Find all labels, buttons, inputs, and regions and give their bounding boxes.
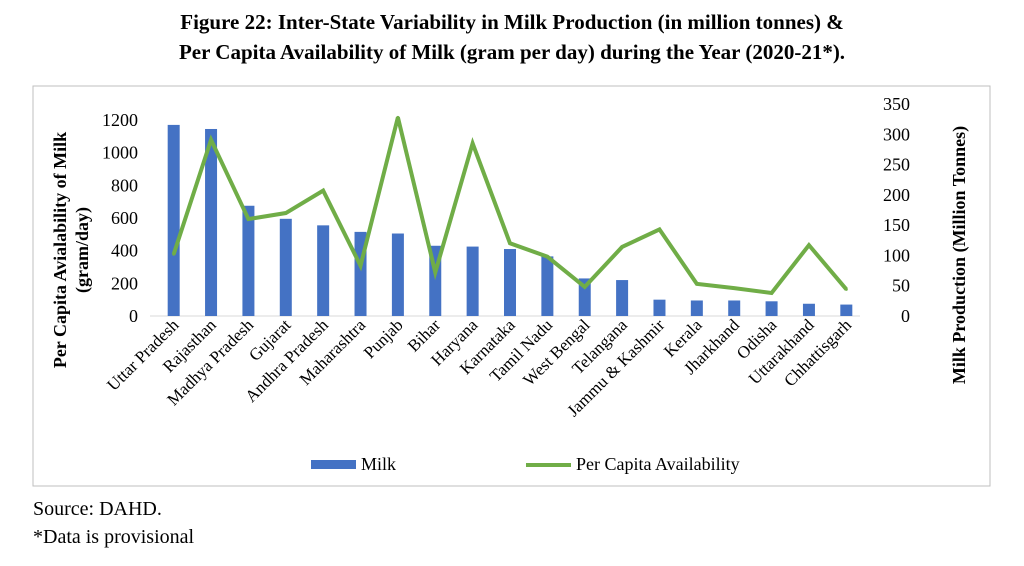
y-left-axis-label-line-1: Per Capita Avialability of Milk: [50, 132, 70, 368]
y-right-tick-label: 0: [901, 306, 910, 326]
point-uttarakhand: [807, 243, 811, 247]
y-right-tick-label: 350: [883, 94, 910, 114]
bar-jharkhand: [728, 300, 741, 316]
bar-jammu-kashmir: [653, 299, 666, 316]
bar-tamil-nadu: [541, 256, 554, 316]
bar-kerala: [690, 300, 703, 316]
bar-madhya-pradesh: [242, 205, 255, 316]
bar-uttar-pradesh: [167, 124, 180, 317]
bar-karnataka: [504, 249, 516, 316]
source-note: Source: DAHD.: [33, 498, 162, 520]
point-madhya-pradesh: [246, 217, 250, 221]
chart-border: [32, 85, 991, 487]
chart-area: 0 200 400 600 800 1000 1200 0 50 100 150 200 250 300…: [32, 85, 991, 487]
y-right-tick-label: 300: [883, 124, 910, 144]
y-right-tick-label: 50: [892, 276, 910, 296]
legend-label-milk: Milk: [361, 454, 396, 474]
bar-rajasthan: [205, 128, 218, 316]
bar-haryana: [466, 246, 479, 316]
bar-chhattisgarh: [840, 304, 853, 316]
y-right-tick-label: 250: [883, 155, 910, 175]
provisional-note: *Data is provisional: [33, 526, 195, 548]
point-jharkhand: [732, 286, 736, 290]
point-gujarat: [284, 211, 288, 215]
point-uttar-pradesh: [172, 252, 176, 256]
y-left-tick-label: 1000: [102, 143, 138, 163]
x-tick-label: Punjab: [360, 315, 407, 362]
point-punjab: [396, 115, 400, 119]
y-right-tick-label: 100: [883, 245, 910, 265]
point-jammu-kashmir: [657, 227, 661, 231]
y-left-axis-label-line-2: (gram/day): [72, 207, 93, 293]
bar-telangana: [616, 280, 629, 316]
y-left-tick-label: 200: [111, 273, 138, 293]
point-chhattisgarh: [844, 287, 848, 291]
point-west-bengal: [583, 285, 587, 289]
point-maharashtra: [359, 264, 363, 268]
bar-gujarat: [279, 218, 292, 316]
bar-andhra-pradesh: [317, 225, 330, 316]
bar-punjab: [391, 233, 404, 316]
bar-west-bengal: [578, 278, 591, 316]
point-telangana: [620, 245, 624, 249]
chart-title-line-2: Per Capita Availability of Milk (gram pe…: [178, 40, 846, 64]
y-left-tick-label: 400: [111, 241, 138, 261]
bar-odisha: [765, 301, 778, 316]
point-karnataka: [508, 241, 512, 245]
point-tamil-nadu: [545, 255, 549, 259]
point-andhra-pradesh: [321, 189, 325, 193]
legend-swatch-milk: [311, 460, 356, 469]
y-right-axis-label: Milk Production (Million Tonnes): [949, 126, 970, 384]
point-kerala: [695, 282, 699, 286]
bar-uttarakhand: [802, 303, 815, 316]
point-rajasthan: [209, 138, 213, 142]
chart-title-line-1: Figure 22: Inter-State Variability in Mi…: [180, 10, 844, 34]
legend-label-per-capita: Per Capita Availability: [576, 454, 740, 474]
y-left-tick-label: 600: [111, 208, 138, 228]
y-right-tick-label: 150: [883, 215, 910, 235]
y-left-tick-label: 1200: [102, 110, 138, 130]
point-odisha: [770, 291, 774, 295]
y-left-tick-label: 0: [129, 306, 138, 326]
y-right-tick-label: 200: [883, 185, 910, 205]
y-left-tick-label: 800: [111, 175, 138, 195]
point-bihar: [433, 270, 437, 274]
point-haryana: [471, 141, 475, 145]
